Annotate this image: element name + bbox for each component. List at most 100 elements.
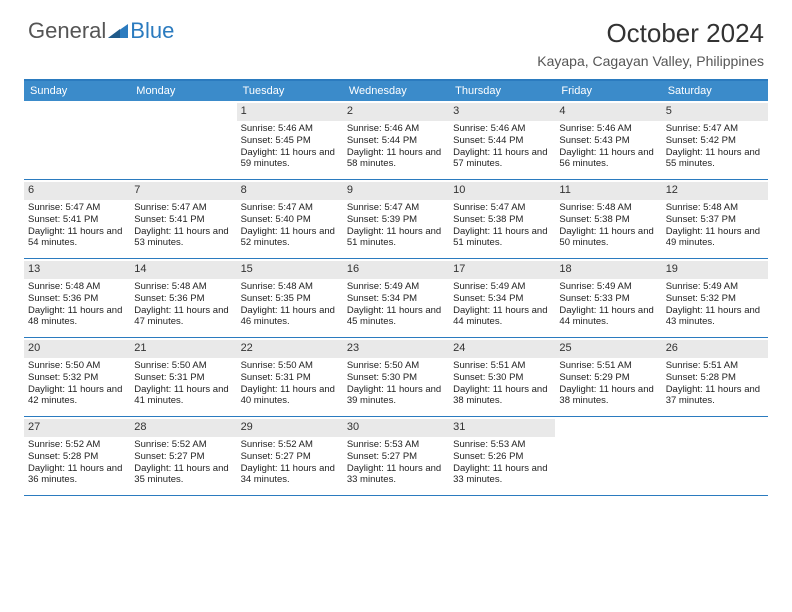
day-cell: 3Sunrise: 5:46 AMSunset: 5:44 PMDaylight… — [449, 101, 555, 179]
logo-text-general: General — [28, 18, 106, 44]
day-number: 30 — [343, 419, 449, 437]
day-cell — [662, 417, 768, 495]
day-cell: 2Sunrise: 5:46 AMSunset: 5:44 PMDaylight… — [343, 101, 449, 179]
day-cell: 10Sunrise: 5:47 AMSunset: 5:38 PMDayligh… — [449, 180, 555, 258]
daylight-text: Daylight: 11 hours and 33 minutes. — [347, 463, 445, 487]
header: General Blue October 2024 Kayapa, Cagaya… — [0, 0, 792, 73]
daylight-text: Daylight: 11 hours and 45 minutes. — [347, 305, 445, 329]
day-number: 21 — [130, 340, 236, 358]
day-cell: 7Sunrise: 5:47 AMSunset: 5:41 PMDaylight… — [130, 180, 236, 258]
day-number: 9 — [343, 182, 449, 200]
day-cell: 19Sunrise: 5:49 AMSunset: 5:32 PMDayligh… — [662, 259, 768, 337]
day-cell: 29Sunrise: 5:52 AMSunset: 5:27 PMDayligh… — [237, 417, 343, 495]
day-cell: 21Sunrise: 5:50 AMSunset: 5:31 PMDayligh… — [130, 338, 236, 416]
sunset-text: Sunset: 5:32 PM — [28, 372, 126, 384]
sunset-text: Sunset: 5:30 PM — [453, 372, 551, 384]
sunrise-text: Sunrise: 5:47 AM — [28, 202, 126, 214]
day-cell: 8Sunrise: 5:47 AMSunset: 5:40 PMDaylight… — [237, 180, 343, 258]
sunrise-text: Sunrise: 5:50 AM — [241, 360, 339, 372]
sunset-text: Sunset: 5:42 PM — [666, 135, 764, 147]
day-number — [555, 419, 661, 423]
week-row: 27Sunrise: 5:52 AMSunset: 5:28 PMDayligh… — [24, 417, 768, 496]
day-header: Saturday — [662, 81, 768, 101]
day-cell: 22Sunrise: 5:50 AMSunset: 5:31 PMDayligh… — [237, 338, 343, 416]
day-number: 4 — [555, 103, 661, 121]
day-number: 28 — [130, 419, 236, 437]
day-number: 19 — [662, 261, 768, 279]
sunrise-text: Sunrise: 5:48 AM — [666, 202, 764, 214]
day-cell: 12Sunrise: 5:48 AMSunset: 5:37 PMDayligh… — [662, 180, 768, 258]
daylight-text: Daylight: 11 hours and 51 minutes. — [347, 226, 445, 250]
day-number: 24 — [449, 340, 555, 358]
sunset-text: Sunset: 5:32 PM — [666, 293, 764, 305]
daylight-text: Daylight: 11 hours and 58 minutes. — [347, 147, 445, 171]
day-number: 20 — [24, 340, 130, 358]
sunrise-text: Sunrise: 5:49 AM — [666, 281, 764, 293]
day-cell: 25Sunrise: 5:51 AMSunset: 5:29 PMDayligh… — [555, 338, 661, 416]
day-number: 18 — [555, 261, 661, 279]
day-cell: 26Sunrise: 5:51 AMSunset: 5:28 PMDayligh… — [662, 338, 768, 416]
sunset-text: Sunset: 5:37 PM — [666, 214, 764, 226]
daylight-text: Daylight: 11 hours and 42 minutes. — [28, 384, 126, 408]
sunrise-text: Sunrise: 5:46 AM — [453, 123, 551, 135]
sunset-text: Sunset: 5:27 PM — [241, 451, 339, 463]
day-number: 14 — [130, 261, 236, 279]
daylight-text: Daylight: 11 hours and 52 minutes. — [241, 226, 339, 250]
sunrise-text: Sunrise: 5:46 AM — [559, 123, 657, 135]
day-number: 31 — [449, 419, 555, 437]
day-number: 29 — [237, 419, 343, 437]
sunset-text: Sunset: 5:38 PM — [559, 214, 657, 226]
daylight-text: Daylight: 11 hours and 44 minutes. — [559, 305, 657, 329]
sunset-text: Sunset: 5:34 PM — [453, 293, 551, 305]
sunrise-text: Sunrise: 5:46 AM — [241, 123, 339, 135]
sunset-text: Sunset: 5:29 PM — [559, 372, 657, 384]
day-number — [24, 103, 130, 107]
day-cell: 27Sunrise: 5:52 AMSunset: 5:28 PMDayligh… — [24, 417, 130, 495]
location-subtitle: Kayapa, Cagayan Valley, Philippines — [537, 53, 764, 69]
title-block: October 2024 Kayapa, Cagayan Valley, Phi… — [537, 18, 764, 69]
day-cell: 5Sunrise: 5:47 AMSunset: 5:42 PMDaylight… — [662, 101, 768, 179]
daylight-text: Daylight: 11 hours and 54 minutes. — [28, 226, 126, 250]
sunrise-text: Sunrise: 5:47 AM — [241, 202, 339, 214]
sunrise-text: Sunrise: 5:47 AM — [134, 202, 232, 214]
logo: General Blue — [28, 18, 174, 44]
sunset-text: Sunset: 5:26 PM — [453, 451, 551, 463]
day-cell — [24, 101, 130, 179]
logo-text-blue: Blue — [130, 18, 174, 44]
day-cell: 20 Sunrise: 5:50 AMSunset: 5:32 PMDayligh… — [24, 338, 130, 416]
sunset-text: Sunset: 5:28 PM — [28, 451, 126, 463]
sunset-text: Sunset: 5:34 PM — [347, 293, 445, 305]
day-number: 17 — [449, 261, 555, 279]
sunrise-text: Sunrise: 5:51 AM — [666, 360, 764, 372]
sunrise-text: Sunrise: 5:50 AM — [28, 360, 126, 372]
daylight-text: Daylight: 11 hours and 56 minutes. — [559, 147, 657, 171]
day-number: 8 — [237, 182, 343, 200]
sunrise-text: Sunrise: 5:48 AM — [241, 281, 339, 293]
daylight-text: Daylight: 11 hours and 37 minutes. — [666, 384, 764, 408]
daylight-text: Daylight: 11 hours and 41 minutes. — [134, 384, 232, 408]
daylight-text: Daylight: 11 hours and 34 minutes. — [241, 463, 339, 487]
day-header-row: Sunday Monday Tuesday Wednesday Thursday… — [24, 81, 768, 101]
sunset-text: Sunset: 5:45 PM — [241, 135, 339, 147]
day-number: 22 — [237, 340, 343, 358]
day-cell: 6Sunrise: 5:47 AMSunset: 5:41 PMDaylight… — [24, 180, 130, 258]
day-cell: 24Sunrise: 5:51 AMSunset: 5:30 PMDayligh… — [449, 338, 555, 416]
day-number: 15 — [237, 261, 343, 279]
sunset-text: Sunset: 5:44 PM — [453, 135, 551, 147]
daylight-text: Daylight: 11 hours and 55 minutes. — [666, 147, 764, 171]
sunrise-text: Sunrise: 5:47 AM — [347, 202, 445, 214]
sunset-text: Sunset: 5:44 PM — [347, 135, 445, 147]
day-number: 16 — [343, 261, 449, 279]
daylight-text: Daylight: 11 hours and 35 minutes. — [134, 463, 232, 487]
sunrise-text: Sunrise: 5:48 AM — [134, 281, 232, 293]
day-cell — [555, 417, 661, 495]
day-number — [662, 419, 768, 423]
sunrise-text: Sunrise: 5:49 AM — [559, 281, 657, 293]
day-cell: 9Sunrise: 5:47 AMSunset: 5:39 PMDaylight… — [343, 180, 449, 258]
sunset-text: Sunset: 5:33 PM — [559, 293, 657, 305]
daylight-text: Daylight: 11 hours and 38 minutes. — [453, 384, 551, 408]
daylight-text: Daylight: 11 hours and 50 minutes. — [559, 226, 657, 250]
sunset-text: Sunset: 5:41 PM — [28, 214, 126, 226]
sunrise-text: Sunrise: 5:48 AM — [559, 202, 657, 214]
sunrise-text: Sunrise: 5:53 AM — [453, 439, 551, 451]
